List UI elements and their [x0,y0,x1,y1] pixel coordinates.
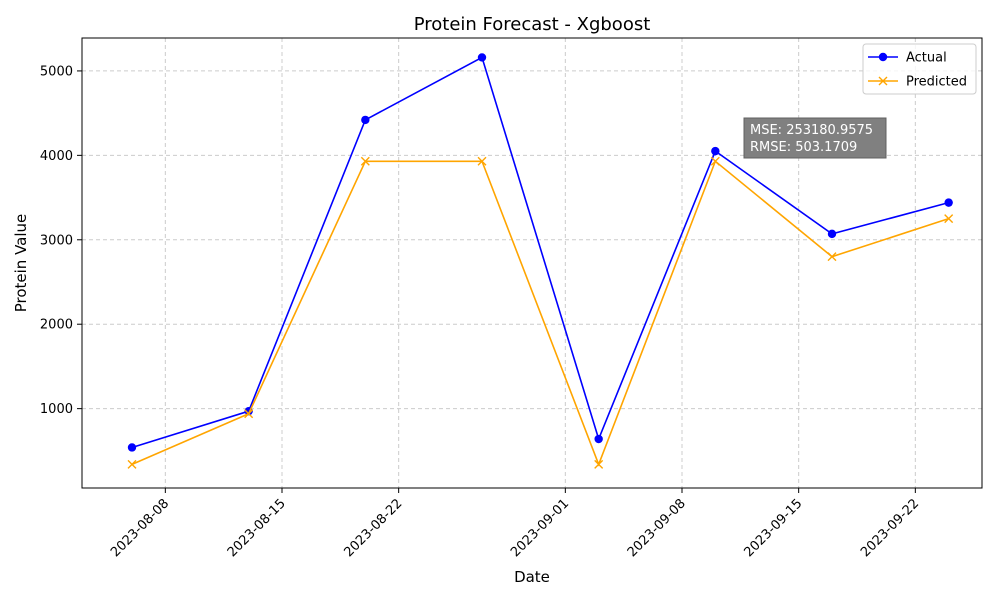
y-tick-label: 3000 [40,233,73,248]
predicted-point [944,214,954,224]
predicted-legend-marker [878,76,888,86]
y-axis: 1000 2000 3000 4000 5000 [40,64,82,417]
y-tick-label: 1000 [40,402,73,417]
x-tick-label: 2023-08-22 [341,496,405,560]
predicted-point [477,156,487,166]
predicted-point [827,252,837,262]
actual-point [594,434,603,444]
predicted-series-line [131,159,949,467]
metrics-annotation: MSE: 253180.9575 RMSE: 503.1709 [743,117,887,159]
actual-point [361,115,370,125]
actual-legend-marker [878,52,888,62]
actual-point [711,146,720,156]
x-tick-label: 2023-08-08 [108,496,172,560]
x-tick-label: 2023-09-01 [508,496,572,560]
y-tick-label: 5000 [40,64,73,79]
y-axis-label: Protein Value [12,214,30,313]
predicted-legend-label: Predicted [906,75,967,90]
actual-series-line [131,56,949,449]
rmse-text: RMSE: 503.1709 [750,140,857,155]
x-tick-label: 2023-08-15 [225,496,289,560]
x-axis: 2023-08-08 2023-08-15 2023-08-22 2023-09-01… [108,488,922,560]
y-tick-label: 2000 [40,318,73,333]
predicted-point [710,156,720,166]
predicted-point [360,156,370,166]
predicted-point [594,459,604,469]
x-tick-label: 2023-09-22 [858,496,922,560]
legend: Actual Predicted [862,43,977,95]
annotation-box [743,117,887,159]
chart-title: Protein Forecast - Xgboost [414,14,651,35]
predicted-point [244,409,254,419]
actual-point [944,198,953,207]
x-axis-label: Date [514,568,550,586]
series-layer [127,53,954,469]
mse-text: MSE: 253180.9575 [750,123,873,138]
predicted-point [127,459,137,469]
actual-legend-label: Actual [906,51,947,66]
x-tick-label: 2023-09-15 [741,496,805,560]
x-tick-label: 2023-09-08 [625,496,689,560]
plot-frame [81,37,983,489]
actual-point [827,229,837,239]
y-tick-label: 4000 [40,149,73,164]
actual-point [127,443,137,452]
actual-point [477,53,487,62]
